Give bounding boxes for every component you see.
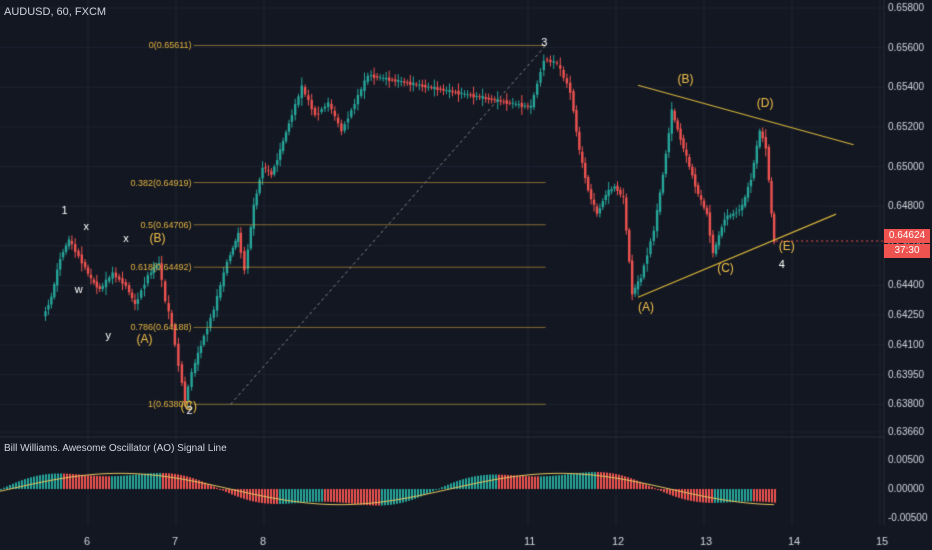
symbol-label: AUDUSD, 60, FXCM	[4, 6, 106, 18]
countdown-tag: 37:30	[884, 244, 930, 258]
current-price-tag: 0.64624	[884, 229, 930, 243]
oscillator-label: Bill Williams. Awesome Oscillator (AO) S…	[4, 443, 227, 454]
